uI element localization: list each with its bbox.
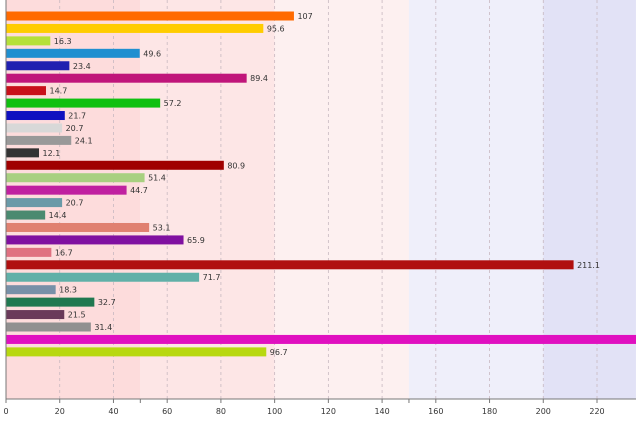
bar [7, 24, 264, 33]
x-tick-label: 200 [536, 407, 551, 416]
bar-value-label: 16.7 [55, 248, 73, 257]
bar-value-label: 20.7 [66, 124, 84, 133]
x-tick-label: 60 [162, 407, 172, 416]
bar [7, 310, 65, 319]
bar-value-label: 53.1 [153, 223, 171, 232]
x-tick-label: 180 [482, 407, 497, 416]
bar-value-label: 24.1 [75, 136, 93, 145]
x-tick-label: 80 [216, 407, 226, 416]
bar [7, 235, 184, 244]
bar-value-label: 211.1 [577, 261, 600, 270]
bar [7, 36, 51, 45]
bar-value-label: 89.4 [250, 74, 268, 83]
bar [7, 61, 70, 70]
bar-value-label: 49.6 [143, 49, 161, 58]
bar-value-label: 31.4 [94, 323, 112, 332]
bar-value-label: 65.9 [187, 236, 205, 245]
bar [7, 173, 145, 182]
bar-value-label: 80.9 [227, 161, 245, 170]
x-tick-label: 140 [374, 407, 389, 416]
x-tick-label: 0 [3, 407, 8, 416]
bar-value-label: 57.2 [164, 99, 182, 108]
bar [7, 223, 150, 232]
x-tick-label: 120 [321, 407, 336, 416]
bar-value-label: 107 [297, 12, 312, 21]
bar-value-label: 21.5 [68, 311, 86, 320]
bar-value-label: 23.4 [73, 62, 91, 71]
bar [7, 123, 63, 132]
bar [7, 148, 40, 157]
bar [7, 273, 200, 282]
bar-value-label: 51.4 [148, 174, 166, 183]
bar [7, 161, 224, 170]
bar-value-label: 16.3 [54, 37, 72, 46]
bar-value-label: 20.7 [66, 199, 84, 208]
bar-value-label: 14.4 [49, 211, 67, 220]
bar [7, 12, 294, 21]
bar-value-label: 14.7 [49, 87, 67, 96]
bar [7, 298, 95, 307]
bar [7, 260, 574, 269]
bar [7, 347, 267, 356]
bar [7, 86, 46, 95]
bar [7, 186, 127, 195]
bar [7, 335, 636, 344]
bar-value-label: 32.7 [98, 298, 116, 307]
bar [7, 198, 63, 207]
x-tick-label: 40 [108, 407, 118, 416]
x-tick-label: 220 [589, 407, 604, 416]
bar-value-label: 12.1 [43, 149, 61, 158]
bar [7, 49, 140, 58]
bar [7, 136, 72, 145]
bar-value-label: 44.7 [130, 186, 148, 195]
bar-value-label: 21.7 [68, 112, 86, 121]
x-tick-label: 100 [267, 407, 282, 416]
bar [7, 248, 52, 257]
x-tick-label: 20 [55, 407, 65, 416]
x-tick-label: 160 [428, 407, 443, 416]
bar [7, 111, 65, 120]
bar [7, 99, 161, 108]
bar [7, 211, 46, 220]
bar-value-label: 96.7 [270, 348, 288, 357]
bar [7, 285, 56, 294]
bar [7, 323, 91, 332]
bar [7, 74, 247, 83]
bar-value-label: 71.7 [203, 273, 221, 282]
bar-value-label: 18.3 [59, 286, 77, 295]
bar-value-label: 95.6 [267, 24, 285, 33]
